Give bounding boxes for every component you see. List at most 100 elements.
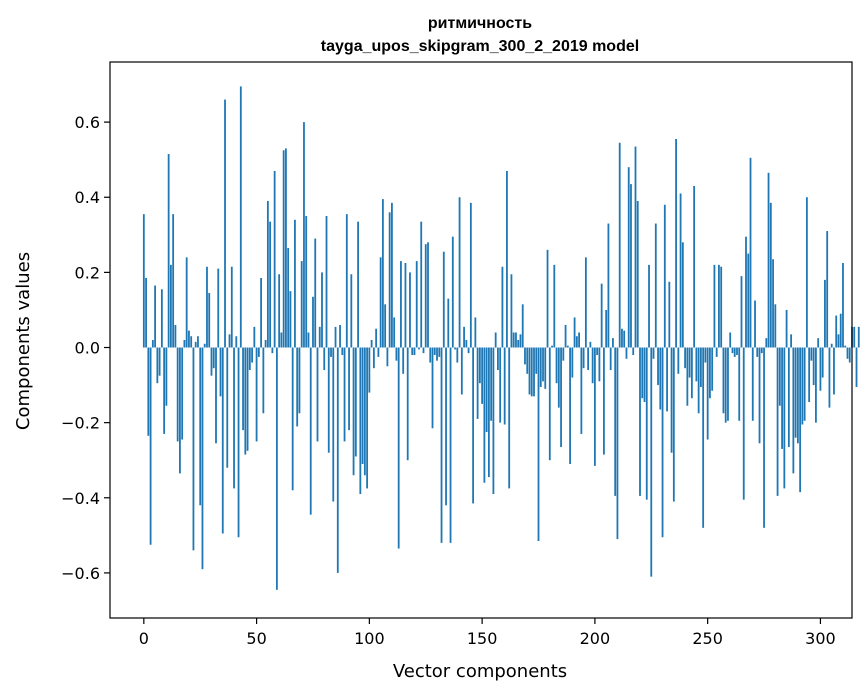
bar [420,221,423,348]
bar [842,262,844,348]
bar [519,334,522,348]
bar [294,219,296,348]
bar [192,347,195,551]
bar [208,293,211,348]
bar [506,170,508,348]
bar [487,347,490,478]
bar [756,347,759,357]
bar [546,249,549,348]
bar [230,266,233,348]
bar [190,336,193,348]
y-axis-label: Components values [13,252,34,430]
bar [280,332,283,348]
bar [745,236,747,348]
bar [465,340,468,348]
bar [433,347,436,356]
bar [524,347,526,365]
bar [359,347,362,495]
bar [684,347,686,369]
y-axis: −0.6 −0.4 −0.2 0.0 0.2 0.4 0.6 [61,113,110,583]
bar [835,315,838,348]
bar [154,285,156,348]
bar [427,242,429,348]
bar [413,347,416,356]
bar [639,347,641,496]
bar [215,347,217,444]
x-tick-label: 0 [139,629,149,648]
bar [269,221,272,348]
bar [348,347,350,431]
bar [677,347,680,374]
bar [169,264,172,348]
bar [760,347,763,354]
bar [652,347,655,359]
bar [573,317,576,348]
bar [499,347,502,423]
bar [564,324,567,348]
bar [188,330,190,348]
bar [643,347,646,402]
bar [607,223,610,348]
bar [278,274,281,348]
bar [591,347,594,384]
bar [501,266,504,348]
bar [697,347,700,414]
bar [584,257,587,348]
chart-title: ритмичность [428,15,532,32]
bar [675,139,677,348]
bar [803,347,806,421]
bar [167,154,170,348]
y-tick-label: 0.4 [75,188,100,207]
bar [375,328,378,348]
bar [709,347,711,399]
bar [147,347,150,436]
bar [596,347,599,356]
bar [361,347,364,464]
bar [334,326,337,348]
bar [663,204,666,348]
bar [528,347,531,395]
bar [713,264,716,348]
bar [776,347,779,496]
bar [323,347,326,371]
bar [316,347,319,442]
bar [781,347,783,449]
bar [846,347,849,359]
bar [440,347,443,543]
bar [530,347,533,397]
bar [291,347,294,491]
bar [623,330,626,348]
bar [354,347,357,457]
bar [833,347,835,395]
bar [681,242,684,348]
bar [368,347,371,393]
bar [212,347,215,369]
bar [718,264,720,348]
bar [704,347,707,363]
bar [693,185,696,348]
bar [257,347,260,357]
bar [415,261,418,348]
bar [799,347,802,493]
bar [783,347,786,489]
bar [555,347,558,384]
bar [603,347,605,455]
bar [609,347,612,371]
bar [551,345,553,348]
bar [217,268,220,348]
bar [201,347,204,570]
bar [381,199,384,348]
bar [260,278,262,348]
bar [400,261,402,348]
bar [727,347,729,421]
bar [318,326,321,348]
bar [636,201,639,348]
bar [224,99,226,348]
bar [855,347,858,387]
bar [145,278,147,348]
bar [142,214,145,348]
bar [456,347,459,363]
bar [679,193,682,348]
bar [237,347,240,538]
bar [357,221,359,348]
